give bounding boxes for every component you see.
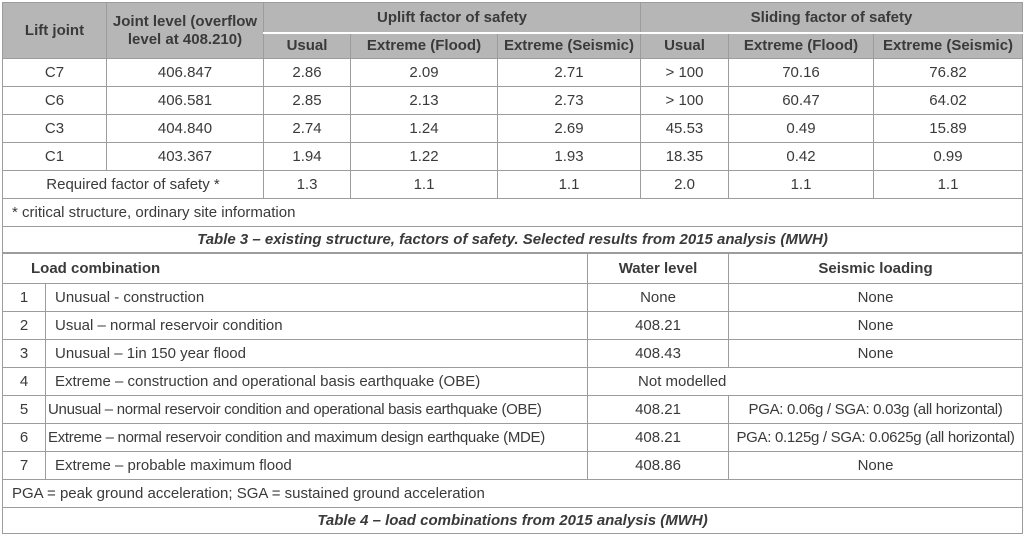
table-row-c6: C6 406.581 2.85 2.13 2.73 > 100 60.47 64… — [2, 86, 1024, 115]
cell-value: 2.86 — [263, 58, 351, 87]
cell-value: 0.99 — [872, 142, 1024, 171]
table-row-required: Required factor of safety * 1.3 1.1 1.1 … — [2, 170, 1024, 199]
table4-footnote: PGA = peak ground acceleration; SGA = su… — [1, 479, 1024, 508]
load-row-1: 1 Unusual - construction None None — [2, 283, 1024, 312]
table3-caption: Table 3 – existing structure, factors of… — [1, 226, 1024, 253]
cell-seismic: None — [728, 283, 1024, 312]
cell-lift-joint: C7 — [2, 58, 107, 87]
load-row-2: 2 Usual – normal reservoir condition 408… — [2, 311, 1024, 340]
cell-water-level: 408.21 — [587, 423, 730, 452]
col-header-load-combination: Load combination — [1, 253, 589, 284]
cell-value: > 100 — [640, 58, 729, 87]
cell-number: 5 — [2, 395, 46, 424]
load-row-7: 7 Extreme – probable maximum flood 408.8… — [2, 451, 1024, 480]
cell-value: 0.49 — [728, 114, 874, 143]
cell-number: 7 — [2, 451, 46, 480]
cell-number: 2 — [2, 311, 46, 340]
cell-water-level: None — [587, 283, 730, 312]
required-factor-label: Required factor of safety * — [2, 170, 264, 199]
cell-water-level: 408.43 — [587, 339, 730, 368]
cell-value: 70.16 — [728, 58, 874, 87]
col-header-sliding-usual: Usual — [640, 32, 729, 59]
factors-of-safety-table: Lift joint Joint level (overflow level a… — [1, 2, 1024, 253]
col-header-uplift-seismic: Extreme (Seismic) — [497, 32, 641, 59]
col-header-uplift-flood: Extreme (Flood) — [350, 32, 498, 59]
cell-value: 45.53 — [640, 114, 729, 143]
cell-value: 2.85 — [263, 86, 351, 115]
cell-description: Unusual – 1in 150 year flood — [44, 339, 589, 368]
cell-value: 15.89 — [872, 114, 1024, 143]
cell-water-level: 408.21 — [587, 311, 730, 340]
cell-lift-joint: C3 — [2, 114, 107, 143]
table3-footnote: * critical structure, ordinary site info… — [1, 198, 1024, 227]
cell-value: 2.09 — [350, 58, 498, 87]
cell-water-level: 408.21 — [587, 395, 730, 424]
cell-description: Unusual – normal reservoir condition and… — [44, 395, 589, 424]
cell-value: 1.94 — [263, 142, 351, 171]
cell-lift-joint: C6 — [2, 86, 107, 115]
col-header-seismic-loading: Seismic loading — [728, 253, 1024, 284]
col-header-joint-level: Joint level (overflow level at 408.210) — [106, 2, 264, 59]
cell-number: 1 — [2, 283, 46, 312]
cell-number: 6 — [2, 423, 46, 452]
cell-joint-level: 406.581 — [106, 86, 264, 115]
cell-value: 2.73 — [497, 86, 641, 115]
cell-number: 3 — [2, 339, 46, 368]
cell-description: Extreme – normal reservoir condition and… — [44, 423, 589, 452]
cell-description: Extreme – construction and operational b… — [44, 367, 589, 396]
cell-value: > 100 — [640, 86, 729, 115]
col-group-uplift: Uplift factor of safety — [263, 2, 641, 34]
cell-value: 1.1 — [497, 170, 641, 199]
load-row-4: 4 Extreme – construction and operational… — [2, 367, 1024, 396]
col-group-sliding: Sliding factor of safety — [639, 2, 1024, 34]
cell-not-modelled: Not modelled — [587, 367, 1024, 396]
cell-joint-level: 406.847 — [106, 58, 264, 87]
cell-water-level: 408.86 — [587, 451, 730, 480]
cell-number: 4 — [2, 367, 46, 396]
col-header-water-level: Water level — [587, 253, 730, 284]
col-header-lift-joint: Lift joint — [2, 2, 107, 59]
table4-caption: Table 4 – load combinations from 2015 an… — [1, 507, 1024, 534]
cell-description: Extreme – probable maximum flood — [44, 451, 589, 480]
cell-value: 0.42 — [728, 142, 874, 171]
cell-seismic: None — [728, 451, 1024, 480]
cell-description: Unusual - construction — [44, 283, 589, 312]
col-header-uplift-usual: Usual — [263, 32, 351, 59]
load-row-5: 5 Unusual – normal reservoir condition a… — [2, 395, 1024, 424]
col-header-sliding-flood: Extreme (Flood) — [728, 32, 874, 59]
table-row-c3: C3 404.840 2.74 1.24 2.69 45.53 0.49 15.… — [2, 114, 1024, 143]
cell-value: 1.93 — [497, 142, 641, 171]
cell-value: 1.3 — [263, 170, 351, 199]
cell-value: 1.1 — [350, 170, 498, 199]
cell-value: 2.74 — [263, 114, 351, 143]
load-row-6: 6 Extreme – normal reservoir condition a… — [2, 423, 1024, 452]
table-row-c7: C7 406.847 2.86 2.09 2.71 > 100 70.16 76… — [2, 58, 1024, 87]
cell-seismic: PGA: 0.06g / SGA: 0.03g (all horizontal) — [728, 395, 1024, 424]
load-row-3: 3 Unusual – 1in 150 year flood 408.43 No… — [2, 339, 1024, 368]
cell-value: 18.35 — [640, 142, 729, 171]
cell-seismic: None — [728, 339, 1024, 368]
cell-lift-joint: C1 — [2, 142, 107, 171]
load-combinations-table: Load combination Water level Seismic loa… — [1, 253, 1024, 534]
cell-value: 2.0 — [640, 170, 729, 199]
table-row-c1: C1 403.367 1.94 1.22 1.93 18.35 0.42 0.9… — [2, 142, 1024, 171]
cell-value: 2.69 — [497, 114, 641, 143]
cell-value: 76.82 — [872, 58, 1024, 87]
cell-value: 64.02 — [872, 86, 1024, 115]
cell-joint-level: 403.367 — [106, 142, 264, 171]
cell-value: 2.13 — [350, 86, 498, 115]
cell-seismic: None — [728, 311, 1024, 340]
cell-value: 1.1 — [872, 170, 1024, 199]
cell-value: 1.22 — [350, 142, 498, 171]
cell-description: Usual – normal reservoir condition — [44, 311, 589, 340]
cell-value: 60.47 — [728, 86, 874, 115]
cell-value: 1.24 — [350, 114, 498, 143]
col-header-sliding-seismic: Extreme (Seismic) — [872, 32, 1024, 59]
cell-seismic: PGA: 0.125g / SGA: 0.0625g (all horizont… — [728, 423, 1024, 452]
cell-joint-level: 404.840 — [106, 114, 264, 143]
cell-value: 2.71 — [497, 58, 641, 87]
cell-value: 1.1 — [728, 170, 874, 199]
